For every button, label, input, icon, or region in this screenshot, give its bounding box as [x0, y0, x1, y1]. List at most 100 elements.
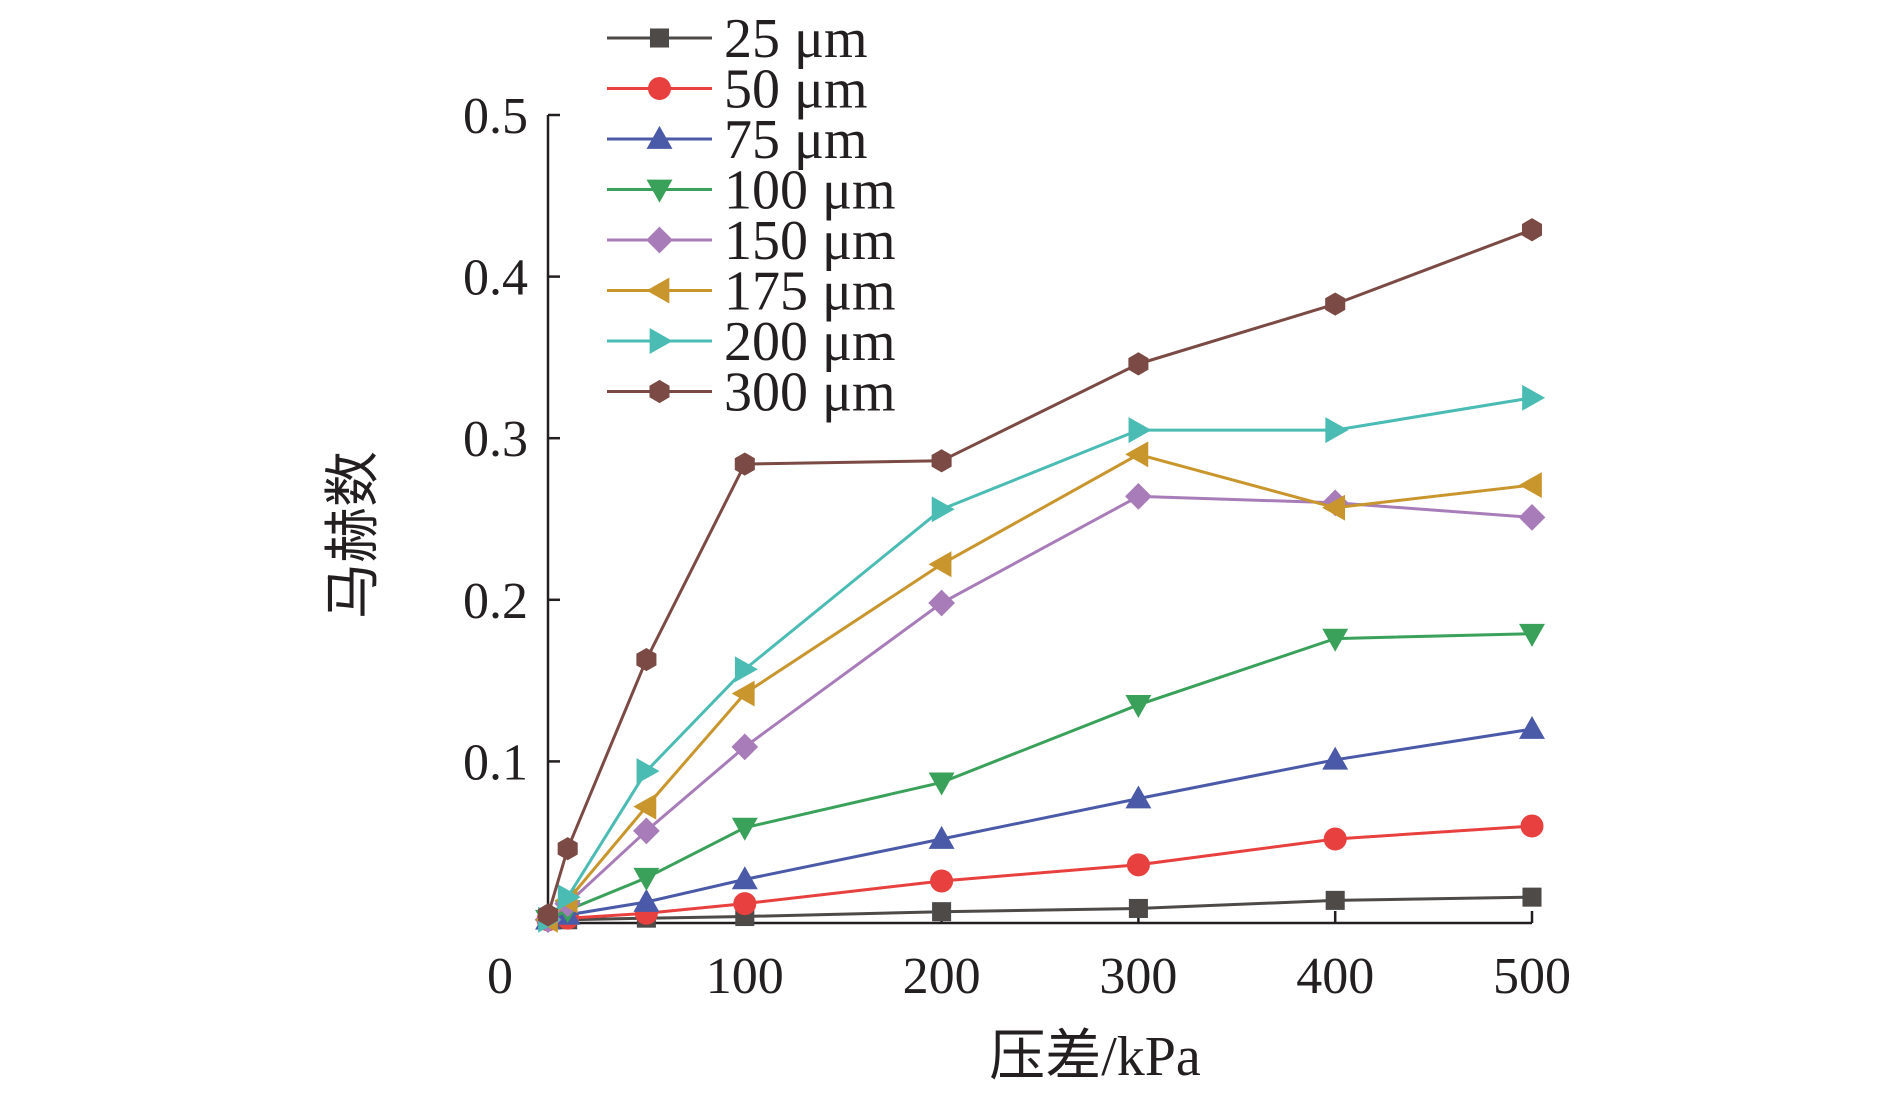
legend-marker	[649, 379, 670, 404]
data-point	[1128, 898, 1148, 918]
data-point	[633, 888, 660, 912]
legend-label: 200 μm	[724, 311, 896, 373]
series-50um	[536, 814, 1544, 932]
series-line	[546, 396, 1533, 921]
data-point	[1522, 384, 1546, 411]
series-200um	[538, 384, 1546, 933]
legend-entry: 25 μm	[607, 8, 868, 70]
legend-label: 50 μm	[724, 59, 868, 121]
data-point	[1518, 472, 1542, 499]
series-line	[547, 824, 1533, 922]
series-line	[548, 895, 1533, 922]
data-point	[930, 869, 954, 893]
data-point	[557, 837, 578, 861]
data-point	[1128, 417, 1152, 444]
x-tick-label: 400	[1296, 948, 1374, 1005]
data-point	[1325, 417, 1349, 444]
legend-label: 75 μm	[724, 109, 868, 171]
legend-marker	[649, 328, 673, 354]
x-tick-label: 200	[903, 948, 981, 1005]
legend-label: 100 μm	[724, 160, 896, 222]
legend-entry: 150 μm	[607, 210, 896, 272]
tick-labels: 0 100 200 300 400 500 0.1 0.2 0.3 0.4 0.5	[463, 88, 1571, 1005]
data-point	[928, 825, 955, 849]
legend-entry: 200 μm	[607, 311, 896, 373]
data-point	[537, 903, 559, 927]
data-point	[734, 656, 758, 683]
series-line	[546, 228, 1533, 916]
legend-marker	[646, 179, 673, 203]
legend-entry: 75 μm	[607, 109, 868, 171]
legend-marker	[648, 77, 671, 100]
data-point	[1520, 814, 1544, 838]
x-tick-label: 300	[1099, 948, 1177, 1005]
y-tick-label: 0.5	[463, 88, 528, 145]
data-point	[928, 589, 955, 617]
data-point	[1322, 746, 1349, 770]
data-point	[928, 551, 952, 578]
series-300um	[537, 218, 1543, 927]
x-tick-label: 500	[1493, 948, 1571, 1005]
legend-marker	[646, 125, 673, 149]
data-point	[1125, 785, 1152, 809]
data-point	[733, 892, 757, 916]
data-point	[633, 867, 660, 891]
y-tick-label: 0.1	[463, 734, 528, 791]
data-point	[1125, 483, 1152, 510]
data-point	[557, 884, 581, 911]
data-point	[731, 680, 755, 707]
series-line	[547, 727, 1533, 922]
axes	[546, 113, 1534, 925]
data-point	[636, 648, 657, 672]
data-point	[931, 496, 955, 523]
data-point	[734, 452, 755, 476]
y-tick-label: 0.4	[463, 250, 528, 307]
series-line	[547, 494, 1533, 921]
legend-label: 150 μm	[724, 210, 896, 272]
data-point	[1128, 352, 1149, 376]
y-tick-label: 0.2	[463, 573, 528, 630]
y-axis-title: 马赫数	[323, 451, 385, 619]
legend-label: 175 μm	[724, 261, 896, 323]
data-point	[731, 733, 759, 761]
data-point	[1325, 292, 1346, 316]
legend-marker	[649, 28, 670, 48]
data-point	[636, 758, 660, 785]
legend-entry: 175 μm	[607, 261, 896, 323]
legend-entry: 300 μm	[607, 362, 896, 424]
data-point	[1323, 827, 1347, 851]
data-point	[731, 866, 758, 890]
series-line	[547, 632, 1533, 922]
legend-entry: 100 μm	[607, 160, 896, 222]
data-point	[1322, 494, 1346, 521]
data-point	[1125, 694, 1152, 718]
x-axis-title: 压差/kPa	[989, 1026, 1201, 1088]
data-point	[931, 449, 952, 473]
data-point	[932, 902, 952, 922]
data-point	[1126, 853, 1150, 877]
data-point	[928, 772, 955, 796]
data-point	[1522, 887, 1542, 907]
series-100um	[535, 623, 1545, 933]
data-point	[1519, 715, 1545, 739]
data-point	[731, 817, 758, 841]
data-point	[1125, 441, 1149, 468]
data-point	[1325, 890, 1345, 910]
series-75um	[535, 715, 1545, 930]
legend-marker	[646, 277, 670, 304]
y-tick-label: 0.3	[463, 411, 528, 468]
series-line	[546, 452, 1533, 921]
x-tick-label: 0	[487, 948, 513, 1005]
series-175um	[534, 441, 1542, 933]
data-point	[1519, 623, 1545, 647]
series-150um	[534, 483, 1546, 934]
legend-marker	[646, 226, 673, 254]
data-point	[1322, 628, 1349, 652]
legend-entry: 50 μm	[607, 59, 868, 121]
x-tick-label: 100	[706, 948, 784, 1005]
series-layer	[534, 218, 1546, 934]
data-point	[1518, 504, 1546, 531]
legend-label: 300 μm	[724, 362, 896, 424]
